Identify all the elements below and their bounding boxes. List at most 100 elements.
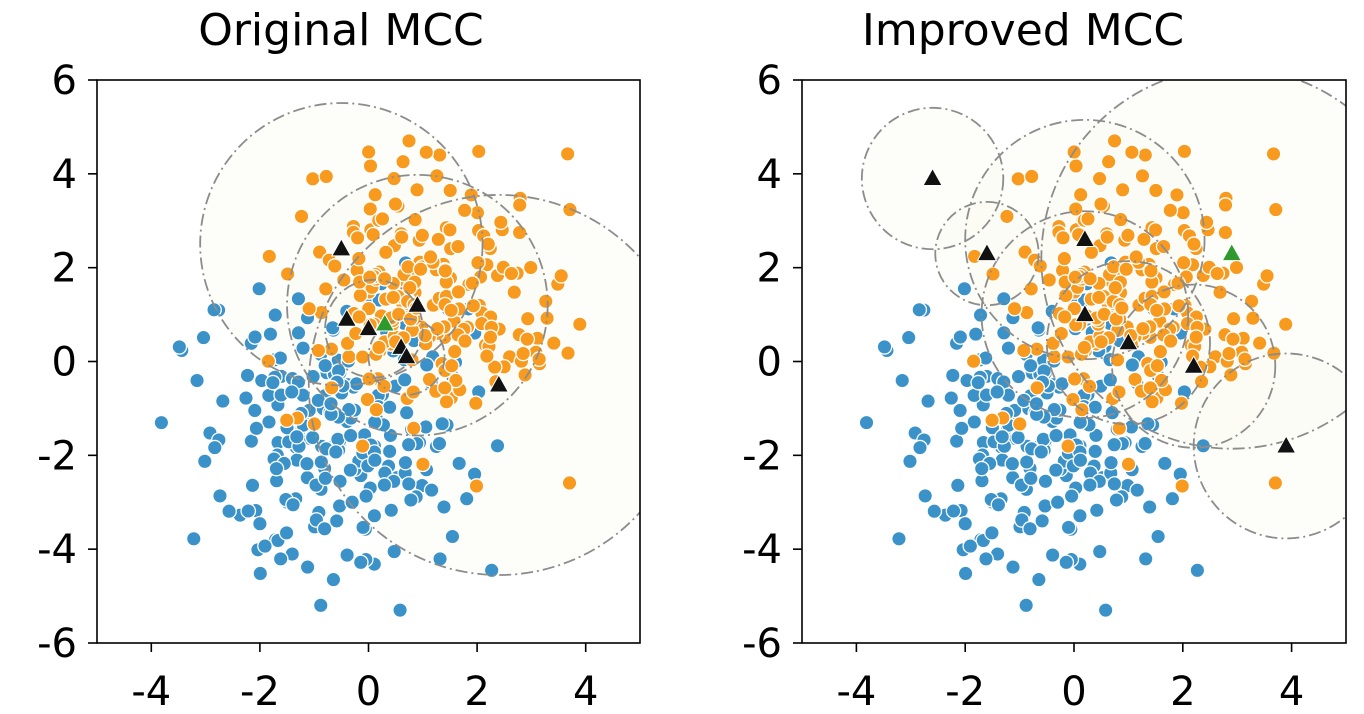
point-class-0 xyxy=(339,547,355,563)
point-class-0 xyxy=(1102,371,1119,388)
chart-panel-improved: Improved MCC -4 -2 0 2 4 -6 -4 -2 0 2 4 6 xyxy=(682,0,1364,714)
point-class-0 xyxy=(1030,319,1046,336)
center-marker xyxy=(1275,434,1297,454)
point-class-1 xyxy=(1228,259,1245,276)
x-tick-label: -4 xyxy=(836,669,876,714)
circle-region-outline xyxy=(1192,352,1346,540)
y-tick-label: -2 xyxy=(37,433,77,479)
y-tick-label: 6 xyxy=(757,58,782,104)
point-class-1 xyxy=(456,202,473,219)
point-class-1 xyxy=(1066,371,1083,387)
point-class-1 xyxy=(376,270,393,287)
point-class-0 xyxy=(1103,454,1119,471)
point-class-0 xyxy=(891,530,907,547)
point-class-0 xyxy=(966,414,983,430)
point-class-0 xyxy=(367,452,383,469)
center-marker xyxy=(330,237,352,257)
point-class-1 xyxy=(260,353,277,370)
y-tick-label: 0 xyxy=(757,340,782,386)
point-class-1 xyxy=(395,153,411,170)
point-class-1 xyxy=(1153,372,1170,389)
x-tick-label: 4 xyxy=(1279,669,1304,714)
chart-title: Improved MCC xyxy=(861,5,1185,56)
point-class-0 xyxy=(1004,455,1021,472)
circle-region-outline xyxy=(934,201,1040,307)
circle-region-outline xyxy=(1040,80,1346,450)
point-class-1 xyxy=(323,379,340,396)
center-marker xyxy=(396,345,417,365)
point-class-1 xyxy=(1093,334,1110,350)
point-class-1 xyxy=(438,393,455,410)
point-class-0 xyxy=(1063,488,1080,504)
point-class-0 xyxy=(317,470,334,487)
point-class-0 xyxy=(381,443,398,460)
point-class-0 xyxy=(376,477,393,493)
point-class-1 xyxy=(1174,478,1191,494)
scatter-plot-improved: -4 -2 0 2 4 -6 -4 -2 0 2 4 6 xyxy=(742,58,1347,714)
point-class-1 xyxy=(482,329,499,345)
x-tick-label: 4 xyxy=(573,669,598,714)
point-class-1 xyxy=(1041,272,1058,288)
point-class-1 xyxy=(1128,249,1145,265)
point-class-1 xyxy=(519,310,536,327)
point-class-0 xyxy=(261,414,277,430)
point-class-1 xyxy=(1198,214,1215,231)
point-class-0 xyxy=(970,374,987,391)
point-class-1 xyxy=(1134,168,1151,184)
point-class-1 xyxy=(1135,320,1151,337)
point-class-0 xyxy=(325,571,342,588)
point-class-1 xyxy=(430,231,447,248)
point-class-1 xyxy=(457,333,473,349)
point-class-0 xyxy=(252,515,268,532)
point-class-0 xyxy=(1104,404,1121,421)
point-class-1 xyxy=(1265,146,1282,162)
point-class-1 xyxy=(1053,325,1070,342)
y-tick-label: -6 xyxy=(742,621,782,667)
circle-region-outline xyxy=(964,118,1206,361)
y-tick-label: -4 xyxy=(742,527,782,573)
point-class-0 xyxy=(978,551,994,567)
point-class-0 xyxy=(957,515,974,532)
point-class-1 xyxy=(1147,182,1164,199)
point-class-0 xyxy=(489,437,506,454)
point-class-1 xyxy=(437,263,454,279)
point-class-0 xyxy=(1048,427,1064,444)
point-class-0 xyxy=(153,414,170,431)
y-tick-label: 2 xyxy=(52,246,77,292)
center-marker xyxy=(336,308,358,327)
point-class-1 xyxy=(1149,357,1166,374)
point-class-0 xyxy=(973,460,990,477)
point-class-0 xyxy=(876,339,893,355)
point-class-0 xyxy=(431,435,448,452)
chart-panel-original: Original MCC -4 -2 0 2 4 -6 -4 -2 0 2 4 6 xyxy=(37,5,641,714)
point-class-0 xyxy=(247,329,263,345)
point-class-1 xyxy=(1124,144,1140,161)
point-class-0 xyxy=(1000,340,1017,357)
point-class-1 xyxy=(470,143,487,160)
point-class-1 xyxy=(1006,300,1023,317)
point-class-0 xyxy=(397,454,414,471)
point-class-0 xyxy=(1060,519,1077,536)
point-class-0 xyxy=(316,520,333,537)
circle-region-outline xyxy=(199,102,484,387)
point-class-1 xyxy=(359,391,376,408)
point-class-0 xyxy=(265,374,281,391)
point-class-1 xyxy=(450,284,467,300)
point-class-1 xyxy=(506,284,523,301)
point-class-0 xyxy=(240,503,257,519)
point-class-1 xyxy=(470,254,486,271)
scatter-plot-original: -4 -2 0 2 4 -6 -4 -2 0 2 4 6 xyxy=(37,58,641,714)
x-tick-label: 2 xyxy=(1170,669,1195,714)
point-class-0 xyxy=(1091,543,1108,560)
point-class-0 xyxy=(1082,477,1098,493)
point-class-0 xyxy=(957,565,974,582)
point-class-1 xyxy=(1175,204,1192,221)
point-class-1 xyxy=(511,197,528,213)
center-marker xyxy=(976,242,998,262)
point-class-0 xyxy=(1124,357,1141,373)
point-class-1 xyxy=(1237,351,1253,368)
point-class-1 xyxy=(522,259,539,276)
point-class-1 xyxy=(401,279,418,296)
point-class-0 xyxy=(900,329,917,346)
point-class-0 xyxy=(1033,444,1050,460)
